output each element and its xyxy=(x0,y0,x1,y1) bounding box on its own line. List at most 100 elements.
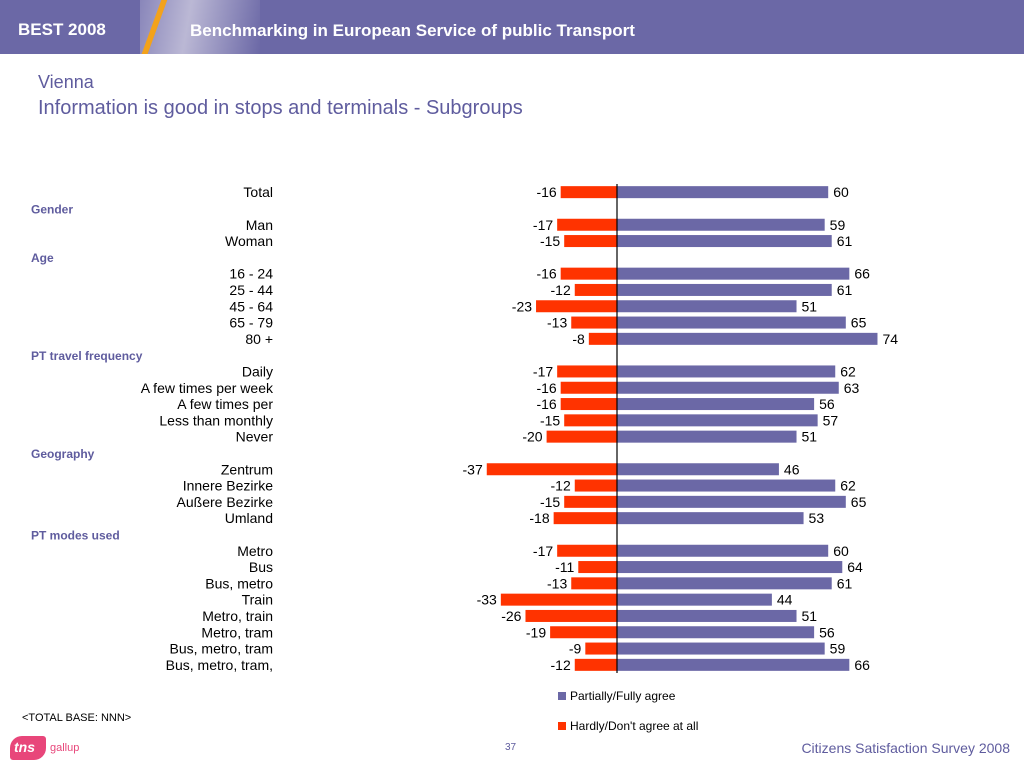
header-headline: Benchmarking in European Service of publ… xyxy=(190,21,635,40)
brand-label: BEST 2008 xyxy=(18,20,106,39)
negative-bar xyxy=(574,479,617,492)
row-label: Innere Bezirke xyxy=(183,478,273,494)
negative-bar xyxy=(553,512,617,525)
negative-value-label: -16 xyxy=(536,396,556,412)
row-label: 65 - 79 xyxy=(229,315,273,331)
positive-value-label: 51 xyxy=(802,429,818,445)
positive-value-label: 56 xyxy=(819,396,835,412)
negative-value-label: -12 xyxy=(551,657,571,673)
legend-swatch xyxy=(558,722,566,730)
positive-value-label: 51 xyxy=(802,298,818,314)
row-label: Man xyxy=(246,217,273,233)
group-label: Gender xyxy=(31,202,73,216)
positive-value-label: 46 xyxy=(784,461,800,477)
negative-bar xyxy=(500,593,617,606)
positive-value-label: 65 xyxy=(851,315,867,331)
positive-bar xyxy=(617,561,843,574)
negative-value-label: -33 xyxy=(477,592,497,608)
row-label: Zentrum xyxy=(221,461,273,477)
negative-value-label: -18 xyxy=(529,510,549,526)
positive-value-label: 62 xyxy=(840,363,856,379)
positive-bar xyxy=(617,381,839,394)
negative-bar xyxy=(557,544,617,557)
negative-bar xyxy=(571,316,617,329)
negative-bar xyxy=(486,463,617,476)
positive-value-label: 66 xyxy=(854,657,870,673)
negative-bar xyxy=(560,267,617,280)
tns-logo-text: tns xyxy=(14,739,35,755)
row-label: A few times per xyxy=(177,396,273,412)
row-label: Metro xyxy=(237,543,273,559)
positive-value-label: 59 xyxy=(830,641,846,657)
positive-bar xyxy=(617,430,797,443)
positive-bar xyxy=(617,593,772,606)
negative-bar xyxy=(557,365,617,378)
positive-bar xyxy=(617,414,818,427)
positive-bar xyxy=(617,267,850,280)
row-label: Außere Bezirke xyxy=(177,494,274,510)
negative-bar xyxy=(560,381,617,394)
total-base-note: <TOTAL BASE: NNN> xyxy=(22,712,132,724)
negative-bar xyxy=(571,577,617,590)
positive-value-label: 53 xyxy=(809,510,825,526)
row-label: Metro, tram xyxy=(201,624,273,640)
positive-bar xyxy=(617,495,846,508)
negative-value-label: -26 xyxy=(501,608,521,624)
positive-bar xyxy=(617,544,829,557)
negative-bar xyxy=(564,235,617,248)
row-label: Bus xyxy=(249,559,273,575)
positive-bar xyxy=(617,332,878,345)
negative-bar xyxy=(525,609,617,622)
legend-swatch xyxy=(558,692,566,700)
negative-value-label: -9 xyxy=(569,641,582,657)
negative-value-label: -17 xyxy=(533,363,553,379)
row-label: Daily xyxy=(242,363,273,379)
negative-value-label: -11 xyxy=(555,559,574,575)
group-label: PT travel frequency xyxy=(31,349,143,363)
row-label: Less than monthly xyxy=(159,412,273,428)
row-label: 25 - 44 xyxy=(229,282,273,298)
negative-value-label: -19 xyxy=(526,624,546,640)
positive-value-label: 56 xyxy=(819,624,835,640)
positive-value-label: 61 xyxy=(837,282,853,298)
negative-bar xyxy=(536,300,617,313)
positive-value-label: 63 xyxy=(844,380,860,396)
positive-value-label: 59 xyxy=(830,217,846,233)
row-label: Train xyxy=(242,592,273,608)
row-label: Bus, metro, tram xyxy=(170,641,273,657)
positive-value-label: 61 xyxy=(837,233,853,249)
positive-bar xyxy=(617,479,836,492)
negative-bar xyxy=(550,626,617,639)
slide-header: BEST 2008 Benchmarking in European Servi… xyxy=(0,0,1024,54)
negative-bar xyxy=(574,283,617,296)
positive-bar xyxy=(617,609,797,622)
negative-value-label: -37 xyxy=(463,461,483,477)
negative-bar xyxy=(564,414,617,427)
row-label: Bus, metro xyxy=(205,575,273,591)
negative-value-label: -20 xyxy=(522,429,542,445)
negative-value-label: -12 xyxy=(551,282,571,298)
row-label: Bus, metro, tram, xyxy=(166,657,273,673)
positive-bar xyxy=(617,626,815,639)
positive-bar xyxy=(617,316,846,329)
negative-bar xyxy=(546,430,617,443)
positive-value-label: 60 xyxy=(833,543,849,559)
row-label: 45 - 64 xyxy=(229,298,273,314)
legend-label: Hardly/Don't agree at all xyxy=(570,719,698,733)
group-label: Age xyxy=(31,251,54,265)
negative-bar xyxy=(557,218,617,231)
negative-value-label: -15 xyxy=(540,494,560,510)
row-label: Never xyxy=(236,429,274,445)
negative-bar xyxy=(578,561,617,574)
positive-bar xyxy=(617,365,836,378)
negative-value-label: -12 xyxy=(551,478,571,494)
negative-bar xyxy=(574,658,617,671)
survey-name: Citizens Satisfaction Survey 2008 xyxy=(801,740,1010,756)
positive-value-label: 65 xyxy=(851,494,867,510)
row-label: 16 - 24 xyxy=(229,266,273,282)
positive-value-label: 74 xyxy=(882,331,898,347)
slide-subtitle: Information is good in stops and termina… xyxy=(38,97,523,119)
positive-value-label: 60 xyxy=(833,184,849,200)
row-label: Total xyxy=(243,184,273,200)
